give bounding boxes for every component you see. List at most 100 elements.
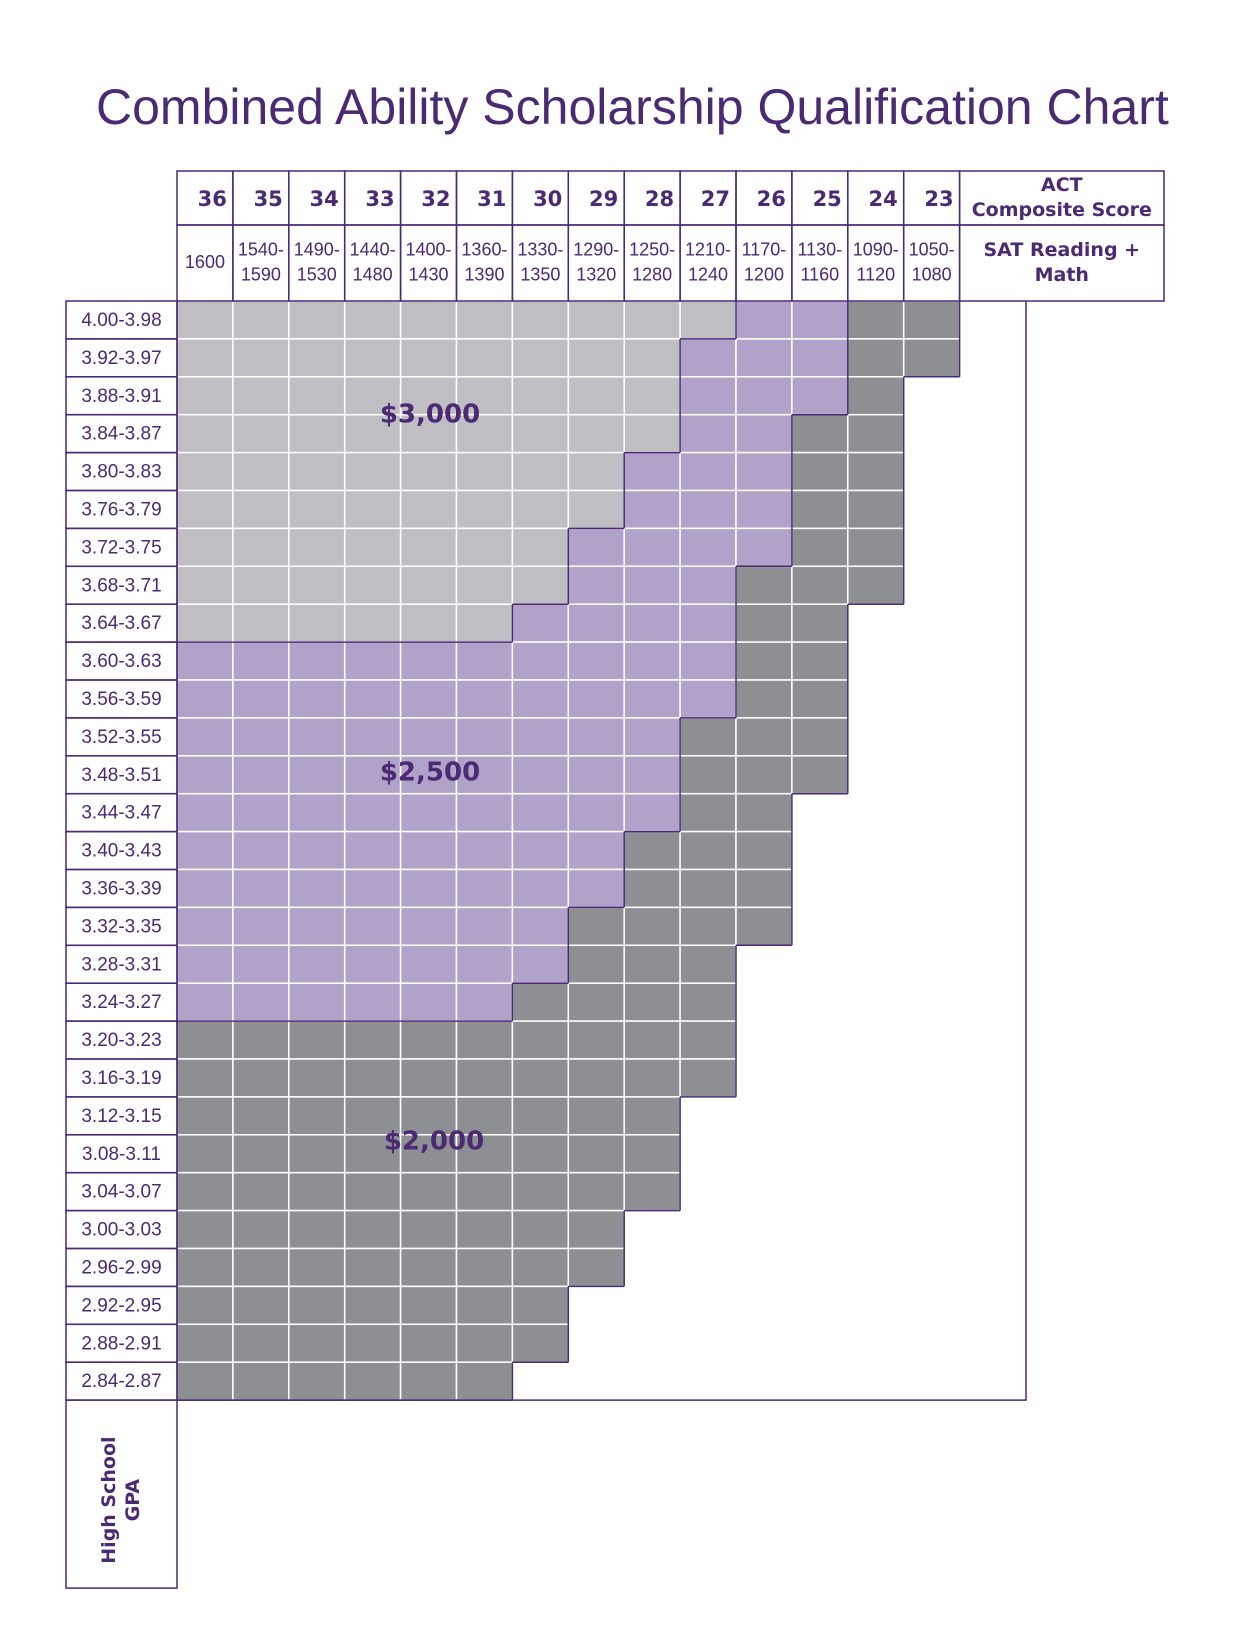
- grid-cell: [791, 451, 849, 492]
- grid-cell: [623, 603, 681, 643]
- grid-cell: [343, 830, 402, 871]
- gpa-range: 3.52-3.55: [81, 727, 161, 748]
- grid-cell: [343, 868, 402, 909]
- grid-cell: [455, 1285, 514, 1326]
- grid-cell: [567, 792, 625, 833]
- gpa-range: 3.80-3.83: [81, 462, 161, 483]
- grid-cell: [623, 792, 681, 833]
- grid-cell: [623, 717, 681, 757]
- grid-cell: [288, 792, 346, 833]
- grid-cell: [511, 603, 570, 643]
- sat-score: 1170-: [742, 239, 787, 259]
- grid-cell: [232, 489, 290, 530]
- grid-cell: [232, 451, 290, 492]
- grid-cell: [623, 1096, 681, 1136]
- grid-cell: [176, 1285, 234, 1326]
- act-score: 30: [533, 187, 562, 211]
- grid-cell: [791, 565, 849, 605]
- grid-cell: [343, 944, 402, 984]
- grid-cell: [343, 527, 402, 568]
- grid-cell: [511, 1209, 570, 1250]
- grid-cell: [511, 489, 570, 530]
- grid-cell: [791, 489, 849, 530]
- grid-cell: [176, 338, 234, 378]
- grid-cell: [399, 717, 458, 757]
- grid-cell: [176, 1058, 234, 1098]
- grid-cell: [343, 489, 402, 530]
- grid-cell: [567, 565, 625, 605]
- sat-score: 1240: [688, 264, 728, 284]
- header-cell: [735, 224, 793, 302]
- sat-score: 1160: [800, 264, 839, 284]
- act-score: 36: [198, 187, 227, 211]
- gpa-range: 3.04-3.07: [81, 1182, 161, 1203]
- grid-cell: [455, 451, 514, 492]
- grid-cell: [791, 300, 849, 340]
- grid-cell: [679, 1058, 737, 1098]
- sat-score: 1120: [856, 264, 895, 284]
- grid-cell: [791, 679, 849, 719]
- grid-cell: [399, 565, 458, 605]
- grid-cell: [511, 944, 570, 984]
- grid-cell: [288, 527, 346, 568]
- grid-cell: [288, 641, 346, 681]
- grid-cell: [567, 1096, 625, 1136]
- gpa-range: 3.36-3.39: [81, 878, 161, 899]
- grid-cell: [455, 489, 514, 530]
- grid-cell: [232, 1323, 290, 1363]
- grid-cell: [343, 982, 402, 1022]
- award-label: $2,500: [380, 758, 480, 788]
- sat-score: 1350: [520, 264, 560, 284]
- gpa-range: 3.88-3.91: [81, 386, 161, 407]
- grid-cell: [511, 1247, 570, 1288]
- grid-cell: [735, 527, 793, 568]
- grid-cell: [791, 338, 849, 378]
- award-label: $2,000: [384, 1127, 484, 1157]
- grid-cell: [232, 376, 290, 416]
- grid-cell: [679, 792, 737, 833]
- award-label: $3,000: [380, 400, 480, 430]
- grid-cell: [176, 906, 234, 947]
- grid-cell: [567, 451, 625, 492]
- grid-cell: [623, 1020, 681, 1060]
- grid-cell: [176, 1247, 234, 1288]
- gpa-range: 3.72-3.75: [81, 537, 161, 558]
- sat-score: 1280: [632, 264, 672, 284]
- sat-score: 1390: [464, 264, 504, 284]
- grid-cell: [567, 679, 625, 719]
- grid-cell: [343, 792, 402, 833]
- grid-cell: [567, 830, 625, 871]
- grid-cell: [176, 603, 234, 643]
- grid-cell: [176, 641, 234, 681]
- grid-cell: [343, 338, 402, 378]
- grid-cell: [343, 565, 402, 605]
- sat-score: 1400-: [406, 239, 452, 259]
- grid-cell: [288, 868, 346, 909]
- grid-cell: [623, 489, 681, 530]
- grid-cell: [455, 641, 514, 681]
- grid-cell: [399, 489, 458, 530]
- act-score: 34: [309, 187, 338, 211]
- grid-cell: [847, 300, 905, 340]
- grid-cell: [176, 376, 234, 416]
- sat-score: 1290-: [573, 239, 619, 259]
- grid-cell: [511, 1171, 570, 1212]
- grid-cell: [511, 1096, 570, 1136]
- grid-cell: [791, 717, 849, 757]
- grid-cell: [176, 1020, 234, 1060]
- grid-cell: [343, 1096, 402, 1136]
- grid-cell: [399, 906, 458, 947]
- header-cell: [567, 224, 625, 302]
- grid-cell: [567, 376, 625, 416]
- sat-score: 1540-: [238, 239, 284, 259]
- sat-score: 1440-: [350, 239, 396, 259]
- sat-score: 1210-: [685, 239, 731, 259]
- grid-cell: [343, 603, 402, 643]
- sat-score: 1080: [912, 264, 952, 284]
- grid-cell: [679, 376, 737, 416]
- grid-cell: [288, 1096, 346, 1136]
- grid-cell: [176, 982, 234, 1022]
- grid-cell: [847, 451, 905, 492]
- grid-cell: [288, 679, 346, 719]
- grid-cell: [232, 527, 290, 568]
